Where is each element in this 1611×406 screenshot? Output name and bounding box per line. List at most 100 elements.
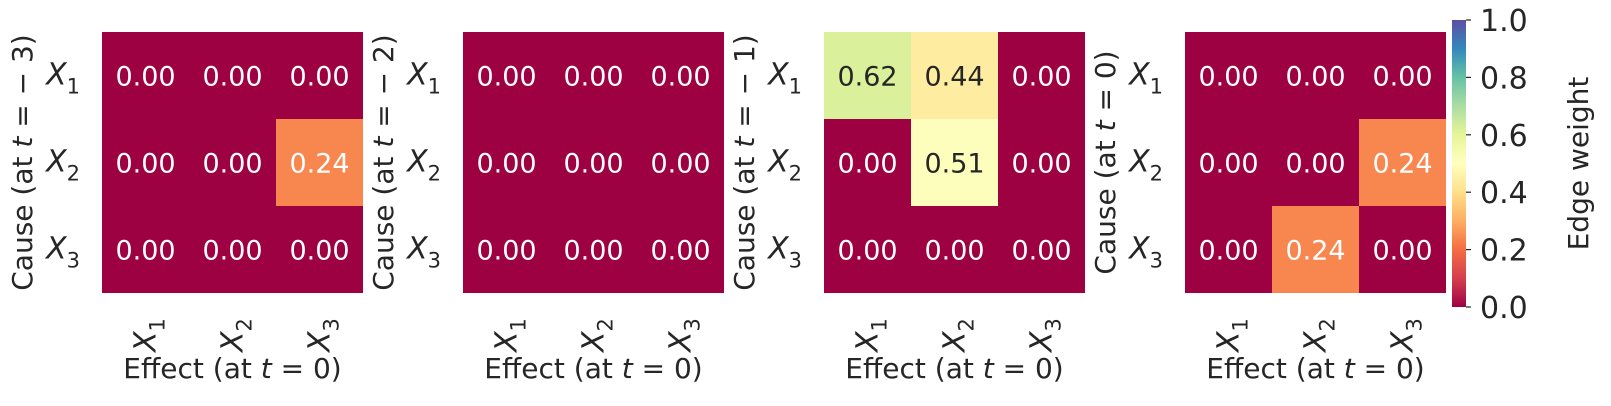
cell-value-label: 0.00 [650, 149, 710, 180]
heatmap-panels: 0.00 0.00 0.00 0.00 0.00 0.24 0.00 0.00 0.00 X1 X2… [6, 32, 1446, 385]
heatmap-cell [1359, 32, 1446, 119]
cell-value-label: 0.00 [1198, 236, 1258, 267]
row-tick-label: X2 [44, 145, 80, 186]
cell-value-label: 0.24 [289, 149, 349, 180]
heatmap-cell [102, 32, 189, 119]
colorbar-tick-label: 0.0 [1480, 291, 1528, 326]
heatmap-cell [550, 206, 637, 293]
colorbar-tick-label: 0.2 [1480, 234, 1528, 269]
column-tick-label: X3 [1025, 318, 1066, 354]
heatmap-panel-4: 0.00 0.00 0.00 0.00 0.00 0.24 0.00 0.24 0.00 X1 X2… [1089, 32, 1446, 385]
cell-value-label: 0.44 [924, 62, 984, 93]
cell-value-label: 0.00 [1372, 62, 1432, 93]
cell-value-label: 0.00 [563, 236, 623, 267]
cell-value-label: 0.00 [563, 149, 623, 180]
cell-value-label: 0.00 [476, 236, 536, 267]
heatmap-cell [637, 206, 724, 293]
y-axis-title: Cause (at t = − 1) [728, 34, 761, 291]
heatmap-cell [911, 206, 998, 293]
heatmap-cell [911, 119, 998, 206]
heatmap-cell [276, 206, 363, 293]
heatmap-cell [911, 32, 998, 119]
heatmap-cell [1185, 206, 1272, 293]
heatmap-cell [102, 119, 189, 206]
cell-value-label: 0.00 [115, 149, 175, 180]
heatmap-cell [550, 119, 637, 206]
cell-value-label: 0.00 [289, 236, 349, 267]
y-axis-title: Cause (at t = − 2) [367, 34, 400, 291]
y-axis-title: Cause (at t = 0) [1089, 50, 1122, 274]
cell-value-label: 0.00 [202, 236, 262, 267]
heatmap-cell [463, 206, 550, 293]
column-tick-label: X2 [938, 318, 979, 354]
cell-value-label: 0.24 [1285, 236, 1345, 267]
heatmap-cell [102, 206, 189, 293]
cell-value-label: 0.00 [1285, 149, 1345, 180]
cell-value-label: 0.00 [650, 62, 710, 93]
x-axis-title: Effect (at t = 0) [1206, 352, 1424, 385]
cell-value-label: 0.00 [1198, 62, 1258, 93]
column-tick-label: X2 [216, 318, 257, 354]
cell-value-label: 0.00 [650, 236, 710, 267]
heatmap-cell [1359, 206, 1446, 293]
column-tick-label: X1 [129, 318, 170, 354]
heatmap-panel-3: 0.62 0.44 0.00 0.00 0.51 0.00 0.00 0.00 0.00 X1 X2… [728, 32, 1085, 385]
cell-value-label: 0.00 [1372, 236, 1432, 267]
cell-value-label: 0.00 [1011, 62, 1071, 93]
cell-value-label: 0.00 [563, 62, 623, 93]
colorbar-title: Edge weight [1562, 77, 1595, 251]
heatmap-cell [463, 119, 550, 206]
row-tick-label: X1 [44, 58, 80, 99]
x-axis-title: Effect (at t = 0) [123, 352, 341, 385]
cell-value-label: 0.00 [1198, 149, 1258, 180]
heatmap-cell [637, 119, 724, 206]
column-tick-label: X3 [303, 318, 344, 354]
cell-value-label: 0.62 [837, 62, 897, 93]
heatmap-cell [463, 32, 550, 119]
heatmap-cell [1272, 119, 1359, 206]
colorbar-tick-label: 0.8 [1480, 61, 1528, 96]
heatmap-cell [1272, 206, 1359, 293]
row-tick-label: X1 [1127, 58, 1163, 99]
heatmap-cell [998, 206, 1085, 293]
heatmap-cell [276, 119, 363, 206]
cell-value-label: 0.51 [924, 149, 984, 180]
row-tick-label: X1 [405, 58, 441, 99]
heatmap-panel-1: 0.00 0.00 0.00 0.00 0.00 0.24 0.00 0.00 0.00 X1 X2… [6, 32, 363, 385]
heatmap-cell [1185, 32, 1272, 119]
cell-value-label: 0.00 [476, 62, 536, 93]
cell-value-label: 0.00 [289, 62, 349, 93]
heatmap-cell [189, 206, 276, 293]
colorbar-gradient [1452, 20, 1466, 307]
heatmap-cell [550, 32, 637, 119]
heatmap-cell [276, 32, 363, 119]
column-tick-label: X1 [851, 318, 892, 354]
heatmap-cell [824, 206, 911, 293]
cell-value-label: 0.00 [924, 236, 984, 267]
colorbar: 0.0 0.2 0.4 0.6 0.8 1.0 Edge weight [1452, 4, 1595, 326]
colorbar-tick-label: 0.4 [1480, 176, 1528, 211]
heatmap-cell [189, 32, 276, 119]
heatmap-cell [1185, 119, 1272, 206]
heatmap-cell [1359, 119, 1446, 206]
row-tick-label: X3 [766, 232, 802, 273]
heatmap-cell [637, 32, 724, 119]
x-axis-title: Effect (at t = 0) [484, 352, 702, 385]
heatmap-cell [189, 119, 276, 206]
row-tick-label: X1 [766, 58, 802, 99]
row-tick-label: X3 [44, 232, 80, 273]
heatmap-cell [998, 32, 1085, 119]
cell-value-label: 0.00 [837, 236, 897, 267]
column-tick-label: X2 [577, 318, 618, 354]
heatmap-panel-2: 0.00 0.00 0.00 0.00 0.00 0.00 0.00 0.00 0.00 X1 X2… [367, 32, 724, 385]
row-tick-label: X2 [1127, 145, 1163, 186]
cell-value-label: 0.00 [837, 149, 897, 180]
heatmap-cell [824, 32, 911, 119]
column-tick-label: X1 [490, 318, 531, 354]
cell-value-label: 0.00 [476, 149, 536, 180]
row-tick-label: X3 [405, 232, 441, 273]
row-tick-label: X3 [1127, 232, 1163, 273]
cell-value-label: 0.00 [1011, 149, 1071, 180]
cell-value-label: 0.00 [1011, 236, 1071, 267]
